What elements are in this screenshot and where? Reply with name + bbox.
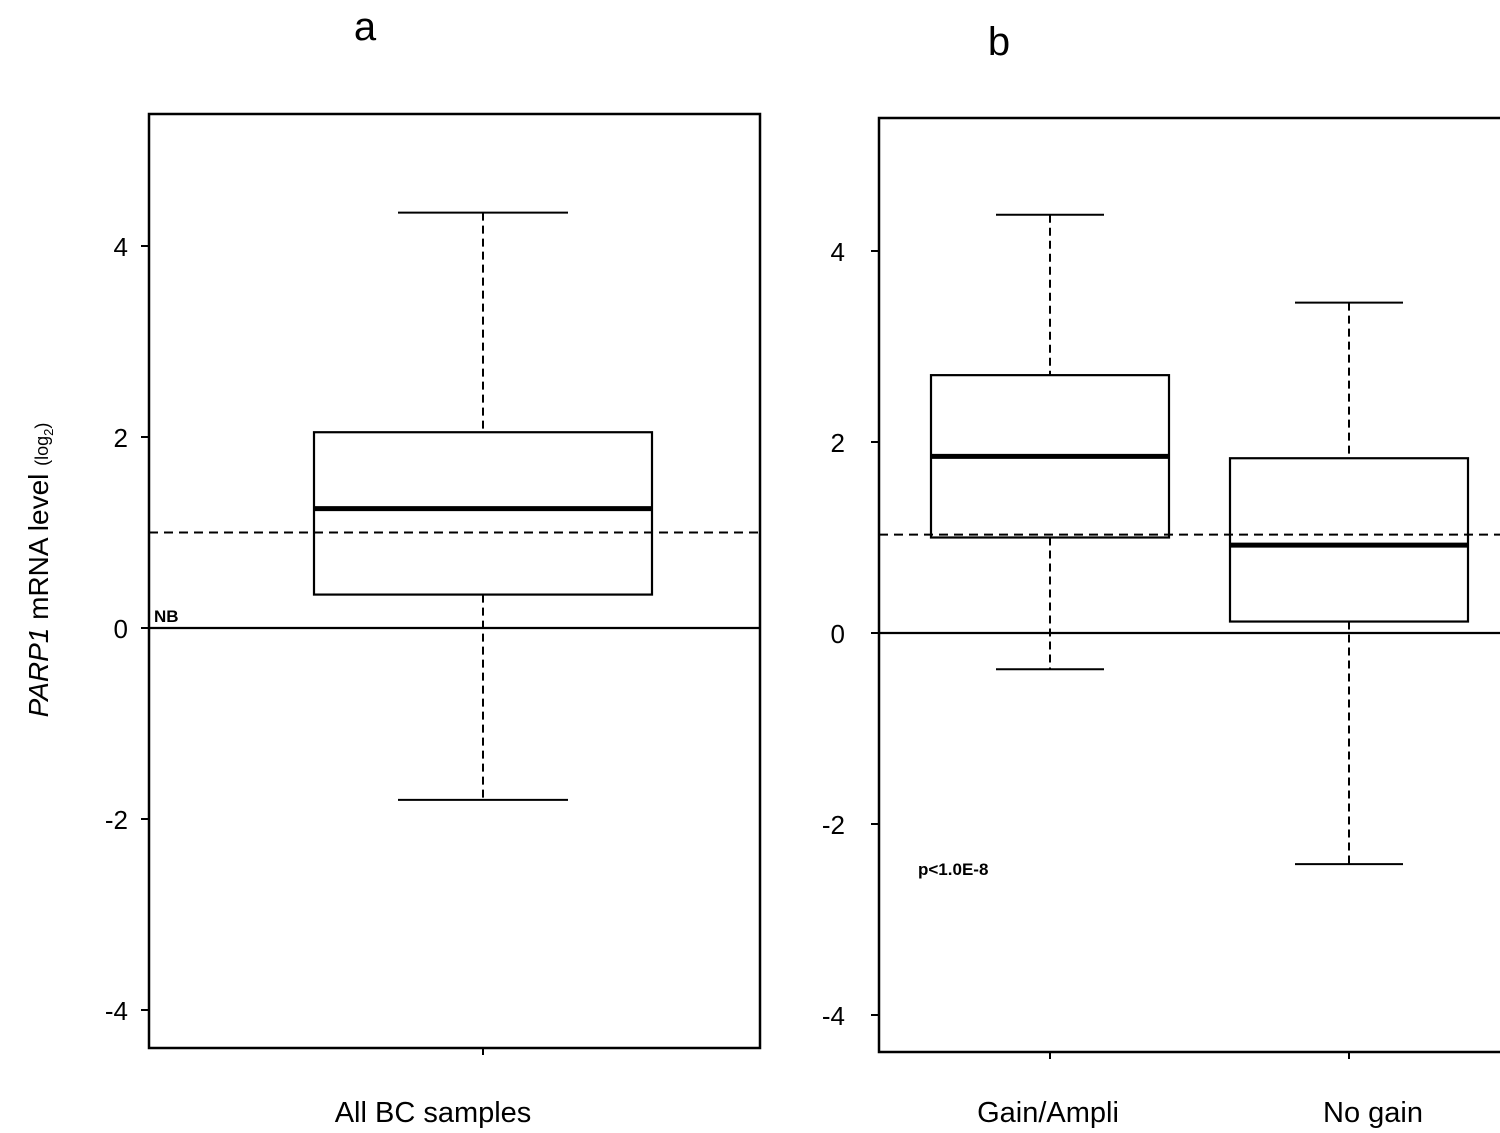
panels: a -4 -2 0 2 4 All BC samples NB b -4 -2 0 2 4 Gain/Amp… [105, 5, 1500, 1129]
y-tick-label: 0 [114, 614, 128, 644]
y-tick-label: 4 [114, 232, 128, 262]
y-axis-label-unit-sub: 2 [41, 429, 56, 436]
panel-letter-b: b [988, 20, 1010, 64]
panel-a: a -4 -2 0 2 4 All BC samples NB [105, 5, 762, 1129]
y-axis-label-unit-close: ) [32, 423, 52, 429]
x-category-label: Gain/Ampli [977, 1097, 1119, 1129]
box-iqr [1228, 457, 1470, 623]
plot-frame [147, 112, 762, 1050]
y-axis-label-unit: (log [32, 436, 52, 466]
panel-b: b -4 -2 0 2 4 Gain/Ampli No gain p<1.0E-8 [822, 20, 1500, 1129]
box-no-gain: No gain [1228, 301, 1470, 1129]
y-axis-label-text: mRNA level [23, 466, 54, 628]
panel-letter-a: a [354, 5, 377, 49]
x-category-label: All BC samples [335, 1097, 532, 1129]
annotation-b: p<1.0E-8 [918, 860, 988, 879]
plot-frame [877, 116, 1500, 1054]
y-tick-label: -4 [822, 1001, 845, 1031]
y-tick-label: -4 [105, 996, 128, 1026]
box-gain-ampli: Gain/Ampli [929, 213, 1171, 1129]
y-tick-label: 0 [831, 619, 845, 649]
box-all-bc-samples: All BC samples [312, 211, 654, 1129]
annotation-a: NB [154, 607, 179, 626]
y-tick-label: 2 [114, 423, 128, 453]
x-category-label: No gain [1323, 1097, 1423, 1129]
y-tick-label: -2 [105, 805, 128, 835]
y-axis-label-gene: PARP1 [23, 628, 54, 718]
box-iqr [312, 431, 654, 596]
y-tick-label: 4 [831, 237, 845, 267]
y-axis-label: PARP1 mRNA level (log2) [23, 423, 56, 718]
y-tick-label: -2 [822, 810, 845, 840]
y-tick-label: 2 [831, 428, 845, 458]
